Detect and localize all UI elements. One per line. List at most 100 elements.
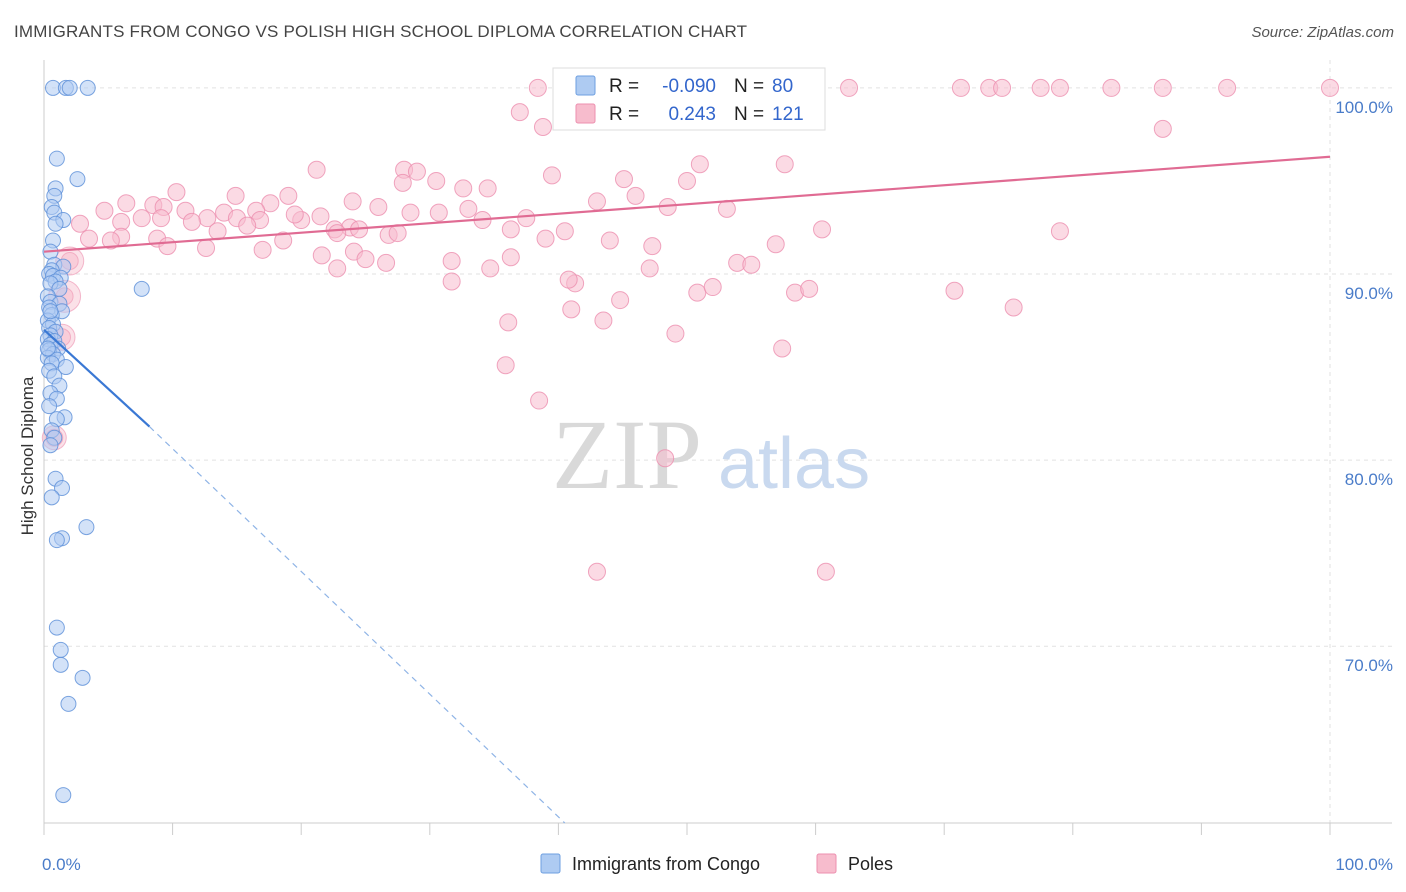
data-point	[614, 170, 633, 189]
data-point	[816, 562, 835, 581]
data-point	[813, 220, 832, 239]
data-point	[41, 398, 58, 415]
data-point	[279, 186, 298, 205]
data-point	[377, 253, 396, 272]
data-point	[393, 173, 412, 192]
data-point	[1050, 78, 1069, 97]
data-point	[55, 787, 72, 804]
data-point	[328, 224, 347, 243]
data-point	[666, 324, 685, 343]
data-point	[311, 207, 330, 226]
data-point	[559, 270, 578, 289]
data-point	[459, 199, 478, 218]
tick-labels: 100.0% 90.0% 80.0% 70.0% 0.0% 100.0%	[42, 98, 1393, 874]
data-point	[517, 209, 536, 228]
data-point	[656, 449, 675, 468]
data-point	[1102, 78, 1121, 97]
data-point	[42, 437, 59, 454]
data-point	[43, 489, 60, 506]
data-point	[429, 203, 448, 222]
data-point	[427, 171, 446, 190]
data-point	[690, 155, 709, 174]
data-point	[678, 171, 696, 190]
data-point	[703, 278, 722, 297]
source-credit: Source: ZipAtlas.com	[1251, 24, 1394, 41]
data-point	[626, 186, 645, 205]
data-point	[407, 162, 426, 181]
data-point	[775, 155, 794, 174]
data-point	[69, 171, 86, 188]
trend-line-congo-extension	[149, 426, 566, 824]
x-tick-label-left: 0.0%	[42, 855, 81, 874]
trend-line-poles	[43, 155, 1331, 253]
data-point	[152, 209, 171, 228]
y-tick-label: 90.0%	[1345, 284, 1393, 303]
legend-swatch-poles	[575, 103, 596, 124]
y-tick-label: 100.0%	[1335, 98, 1393, 117]
data-point	[742, 255, 761, 274]
data-point	[312, 246, 331, 265]
data-point	[253, 240, 272, 259]
data-point	[401, 203, 420, 222]
data-point	[261, 194, 280, 213]
data-point	[79, 79, 96, 96]
data-point	[307, 160, 326, 179]
data-point	[57, 359, 74, 376]
data-point	[285, 205, 304, 224]
congo-points	[39, 79, 150, 804]
data-point	[78, 519, 95, 536]
data-point	[555, 222, 574, 241]
data-point	[274, 231, 293, 250]
data-point	[442, 272, 461, 291]
data-point	[39, 340, 56, 357]
data-point	[71, 214, 90, 233]
data-point	[501, 248, 520, 267]
watermark-zip: ZIP	[552, 399, 702, 510]
data-point	[1321, 78, 1339, 97]
data-point	[61, 79, 78, 96]
data-point	[1153, 78, 1172, 97]
bottom-legend-label-congo: Immigrants from Congo	[572, 854, 760, 874]
legend-n-value-congo: 80	[772, 76, 793, 97]
data-point	[533, 117, 552, 136]
data-point	[510, 103, 529, 122]
data-point	[611, 291, 630, 310]
data-point	[52, 641, 69, 658]
bottom-legend: Immigrants from Congo Poles	[540, 853, 893, 874]
data-point	[530, 391, 549, 410]
data-point	[1031, 78, 1050, 97]
data-point	[74, 669, 91, 686]
legend-swatch-congo	[575, 75, 596, 96]
legend-r-value-poles: 0.243	[668, 104, 716, 125]
data-point	[454, 179, 473, 198]
data-point	[993, 78, 1012, 97]
legend-box	[552, 67, 826, 131]
data-point	[1153, 119, 1172, 138]
data-point	[54, 480, 71, 497]
data-point	[48, 532, 65, 549]
data-point	[562, 300, 581, 319]
data-point	[496, 356, 515, 375]
data-point	[158, 237, 177, 256]
data-point	[197, 238, 216, 257]
data-point	[766, 235, 785, 254]
data-point	[80, 229, 99, 248]
legend-n-label-poles: N =	[734, 104, 764, 125]
data-point	[48, 150, 65, 167]
legend-r-label-poles: R =	[609, 104, 639, 125]
poles-points	[41, 78, 1339, 581]
data-point	[587, 562, 606, 581]
legend-n-value-poles: 121	[772, 104, 804, 125]
data-point	[481, 259, 500, 278]
data-point	[48, 619, 65, 636]
trend-lines	[43, 155, 1331, 824]
data-point	[182, 212, 201, 231]
data-point	[643, 237, 662, 256]
watermark: ZIP atlas	[552, 399, 870, 510]
data-point	[840, 78, 859, 97]
data-point	[52, 656, 69, 673]
data-point	[95, 201, 114, 220]
y-axis-label: High School Diploma	[18, 376, 37, 535]
data-point	[343, 192, 362, 211]
